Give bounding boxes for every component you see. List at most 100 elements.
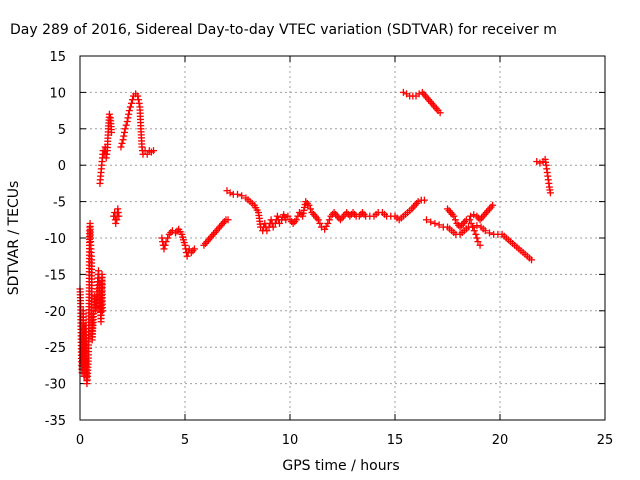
data-point <box>160 245 168 253</box>
data-point <box>324 219 332 227</box>
data-point <box>481 227 489 235</box>
series-10 <box>444 205 484 249</box>
data-point <box>120 128 128 136</box>
y-tick-label: -5 <box>53 196 66 211</box>
data-point <box>325 216 333 224</box>
data-point <box>536 159 544 167</box>
data-point <box>269 223 277 231</box>
data-point <box>115 212 123 220</box>
data-point <box>467 219 475 227</box>
data-point <box>431 219 439 227</box>
data-point <box>533 158 541 166</box>
data-point <box>470 227 478 235</box>
data-point <box>273 212 281 220</box>
data-point <box>125 110 133 118</box>
series-6 <box>200 216 232 249</box>
data-point <box>474 238 482 246</box>
data-point <box>473 222 481 230</box>
data-point <box>134 96 142 104</box>
grid-lines <box>80 56 605 420</box>
data-point <box>164 234 172 242</box>
data-point <box>117 143 125 151</box>
data-point <box>466 216 474 224</box>
x-tick-label: 20 <box>492 433 509 448</box>
series-1 <box>76 219 106 388</box>
data-point <box>183 252 191 260</box>
data-point <box>161 241 169 249</box>
data-point <box>123 118 131 126</box>
y-tick-label: -10 <box>45 232 66 247</box>
data-point <box>98 307 106 315</box>
data-point <box>129 96 136 104</box>
data-point <box>467 212 475 220</box>
y-tick-label: -30 <box>45 378 66 393</box>
data-point <box>470 211 478 219</box>
data-point <box>226 189 234 197</box>
data-point <box>108 128 115 136</box>
data-point <box>486 229 493 237</box>
chart-title: Day 289 of 2016, Sidereal Day-to-day VTE… <box>10 22 557 38</box>
y-tick-label: 10 <box>49 86 66 101</box>
data-point <box>436 109 444 117</box>
data-point <box>127 99 135 107</box>
data-point <box>292 216 300 224</box>
y-tick-label: 0 <box>58 159 66 174</box>
data-point <box>450 212 458 220</box>
data-point <box>234 190 241 198</box>
y-tick-label: 15 <box>49 50 66 65</box>
data-point <box>469 223 477 231</box>
data-point <box>276 219 283 227</box>
y-axis-tick-labels: -35 -30 -25 -20 -15 -10 -5 0 5 10 15 <box>45 50 66 429</box>
x-tick-label: 15 <box>387 433 404 448</box>
y-tick-label: -25 <box>45 341 66 356</box>
x-tick-label: 5 <box>181 433 189 448</box>
data-point <box>489 201 497 209</box>
series-8 <box>399 88 444 117</box>
y-tick-label: 5 <box>58 123 66 138</box>
series-11 <box>467 201 497 224</box>
series-3 <box>110 205 123 227</box>
data-point <box>472 230 480 238</box>
data-point <box>124 114 132 122</box>
y-tick-label: -15 <box>45 268 66 283</box>
data-point <box>125 107 133 115</box>
data-point <box>423 216 430 224</box>
data-point <box>427 218 435 226</box>
series-7 <box>223 187 428 235</box>
y-axis-title: SDTVAR / TECUs <box>6 181 22 296</box>
data-point <box>476 241 484 249</box>
data-point <box>399 88 407 96</box>
data-point <box>546 189 554 197</box>
data-point <box>112 219 120 227</box>
x-axis-tick-labels: 0 5 10 15 20 25 <box>76 433 613 448</box>
series-5 <box>158 225 198 260</box>
data-point <box>316 219 324 227</box>
y-tick-label: -20 <box>45 305 66 320</box>
data-point <box>435 221 443 229</box>
x-axis-title: GPS time / hours <box>282 458 399 474</box>
data-point <box>126 103 134 111</box>
data-point <box>162 238 170 246</box>
data-point <box>263 227 271 235</box>
data-point <box>306 205 314 213</box>
series-4 <box>117 90 157 158</box>
data-point <box>121 125 129 133</box>
series-12 <box>533 155 554 197</box>
data-point <box>284 212 292 220</box>
data-point <box>414 198 422 206</box>
data-point <box>224 216 232 224</box>
data-point <box>134 92 142 100</box>
data-point <box>305 201 313 209</box>
data-point <box>119 136 127 144</box>
data-point <box>118 139 126 147</box>
data-point <box>181 241 189 249</box>
plot-frame <box>79 55 606 421</box>
data-point <box>135 99 143 107</box>
data-point <box>120 132 128 140</box>
y-tick-label: -35 <box>45 414 66 429</box>
data-point <box>238 192 246 200</box>
series-9 <box>423 216 535 264</box>
x-tick-label: 0 <box>76 433 84 448</box>
data-point <box>190 245 198 253</box>
